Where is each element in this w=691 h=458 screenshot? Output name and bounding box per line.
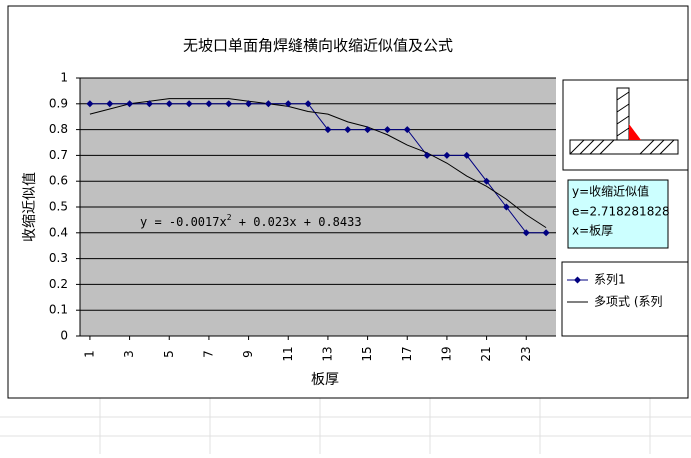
data-point	[483, 177, 491, 185]
y-tick-label: 0.6	[49, 174, 68, 188]
x-tick-label: 13	[320, 346, 334, 361]
trendline-label-part: y = -0.0017x	[140, 215, 227, 229]
data-point	[403, 126, 411, 134]
y-tick-label: 0.5	[49, 200, 68, 214]
y-tick-label: 1	[60, 71, 68, 85]
x-tick-label: 5	[162, 350, 176, 358]
data-point	[463, 151, 471, 159]
legend	[561, 261, 689, 337]
data-point	[106, 100, 114, 108]
data-point	[542, 229, 550, 237]
data-point	[284, 100, 292, 108]
x-tick-label: 21	[479, 346, 493, 361]
legend-marker	[574, 276, 581, 284]
info-line: y=收缩近似值	[572, 184, 649, 199]
y-tick-label: 0	[60, 329, 68, 343]
data-point	[126, 100, 134, 108]
x-tick-label: 19	[439, 346, 453, 361]
x-tick-label: 1	[82, 350, 96, 358]
trendline-label-part: + 0.023x + 0.8433	[232, 215, 362, 229]
data-point	[522, 229, 530, 237]
trendline-label: y = -0.0017x2 + 0.023x + 0.8433	[140, 213, 362, 229]
info-box	[567, 179, 669, 249]
y-tick-label: 0.4	[49, 225, 68, 239]
series-line	[89, 98, 547, 229]
x-tick-label: 7	[201, 350, 215, 358]
y-tick-label: 0.7	[49, 148, 68, 162]
chart-title: 无坡口单面角焊缝横向收缩近似值及公式	[183, 37, 453, 55]
y-axis-label: 收缩近似值	[22, 172, 38, 242]
x-tick-label: 17	[400, 346, 414, 361]
data-point	[185, 100, 193, 108]
x-tick-label: 23	[519, 346, 533, 361]
y-tick-label: 0.3	[49, 251, 68, 265]
data-point	[304, 100, 312, 108]
legend-label: 系列1	[594, 273, 626, 287]
data-point	[502, 203, 510, 211]
x-tick-label: 15	[360, 346, 374, 361]
sheet-grid	[0, 398, 691, 454]
data-point	[205, 100, 213, 108]
y-tick-label: 0.9	[49, 96, 68, 110]
data-point	[225, 100, 233, 108]
x-tick-label: 9	[241, 350, 255, 358]
data-point	[86, 100, 94, 108]
data-point	[165, 100, 173, 108]
y-tick-label: 0.1	[49, 303, 68, 317]
info-line: x=板厚	[572, 224, 613, 238]
data-point	[245, 100, 253, 108]
picture	[562, 79, 689, 171]
data-point	[383, 126, 391, 134]
y-tick-label: 0.2	[49, 277, 68, 291]
data-point	[423, 151, 431, 159]
trendline-label-part: 2	[227, 213, 232, 222]
x-tick-label: 11	[281, 346, 295, 361]
legend-label: 多项式 (系列	[594, 295, 663, 309]
data-point	[264, 100, 272, 108]
y-tick-label: 0.8	[49, 122, 68, 136]
data-point	[324, 126, 332, 134]
data-point	[145, 100, 153, 108]
x-tick-label: 3	[122, 350, 136, 358]
data-point	[344, 126, 352, 134]
info-line: e=2.718281828	[572, 205, 670, 219]
data-point	[364, 126, 372, 134]
x-axis-label: 板厚	[311, 372, 339, 388]
data-point	[443, 151, 451, 159]
